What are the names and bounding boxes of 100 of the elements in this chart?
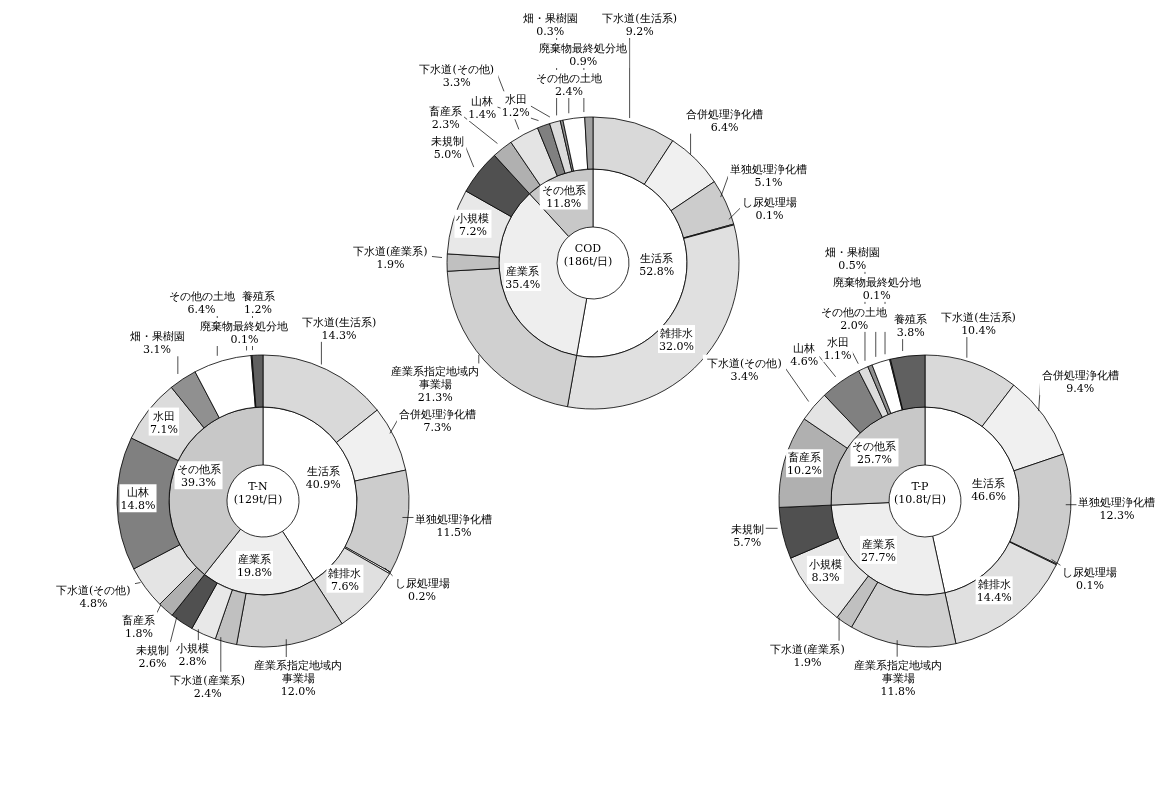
slice-label: 下水道(生活系) — [602, 12, 677, 25]
data-label: 0.1% — [230, 333, 259, 346]
data-label: 19.8% — [237, 565, 273, 579]
slice-label: 廃棄物最終処分地 — [832, 275, 921, 289]
data-label: 7.6% — [330, 579, 359, 593]
data-label: 3.8% — [896, 326, 925, 340]
slice-label: 山林 — [471, 95, 494, 109]
data-label: 25.7% — [857, 453, 892, 467]
data-label: 11.8% — [880, 684, 916, 698]
data-label: 7.1% — [149, 422, 178, 436]
text: COD — [573, 242, 603, 255]
slice-label: 水田 — [152, 409, 175, 423]
data-label: 35.4% — [505, 277, 541, 291]
data-label: 14.4% — [976, 591, 1012, 605]
slice-label: 生活系 — [972, 476, 1006, 490]
slice-label: その他の土地 — [535, 72, 602, 85]
slice-label: 下水道(その他) — [707, 356, 782, 370]
data-label: 0.1% — [755, 209, 784, 223]
slice-label: 山林 — [127, 486, 150, 500]
slice-label: 畑・果樹園 — [824, 245, 880, 259]
slice-label: 養殖系 — [241, 290, 275, 303]
slice-label: 単独処理浄化槽 — [730, 163, 808, 177]
slice-label: その他系 — [852, 440, 897, 454]
data-label: 10.4% — [961, 324, 997, 338]
text: (129t/日) — [232, 493, 284, 506]
slice-label: 産業系 — [238, 552, 272, 566]
data-label: 39.3% — [181, 476, 216, 490]
data-label: 0.5% — [838, 258, 867, 272]
data-label: 3.3% — [442, 76, 471, 90]
slice-label: し尿処理場 — [1062, 565, 1118, 579]
slice-label: 未規制 — [730, 523, 764, 537]
data-label: 12.3% — [1099, 508, 1135, 522]
data-label: 52.8% — [639, 265, 675, 279]
data-label: 9.4% — [1066, 382, 1095, 396]
data-label: 46.6% — [971, 489, 1007, 503]
data-label: 6.4% — [710, 120, 739, 134]
slice-label: 生活系 — [640, 252, 674, 266]
text: (10.8t/日) — [892, 493, 948, 506]
slice-label: 未規制 — [431, 135, 465, 149]
data-label: 1.8% — [124, 626, 153, 640]
data-label: 4.8% — [79, 596, 108, 610]
slice-label: 小規模 — [456, 211, 490, 225]
slice-label: その他系 — [176, 463, 221, 477]
data-label: 1.2% — [244, 303, 273, 316]
data-label: 21.3% — [417, 391, 453, 405]
slice-label: 生活系 — [306, 464, 340, 478]
data-label: 7.2% — [459, 224, 487, 238]
data-label: 0.1% — [1075, 578, 1104, 592]
data-label: 0.3% — [536, 25, 565, 38]
data-label: 2.4% — [554, 85, 583, 98]
slice-label: 養殖系 — [894, 313, 928, 327]
slice-label: 畜産系 — [788, 451, 822, 465]
slice-label: その他系 — [541, 183, 586, 197]
data-label: 4.6% — [790, 354, 819, 368]
slice-label: 雑排水 — [660, 327, 693, 341]
slice-label: 下水道(産業系) — [170, 673, 245, 687]
slice-label: 廃棄物最終処分地 — [200, 320, 289, 333]
data-label: 1.9% — [793, 655, 822, 669]
text: (186t/日) — [562, 255, 614, 268]
slice-label: 廃棄物最終処分地 — [539, 42, 628, 55]
data-label: 0.1% — [862, 288, 891, 302]
text: T-N — [247, 480, 269, 493]
data-label: 0.9% — [569, 55, 598, 68]
slice-label: 下水道(その他) — [56, 583, 131, 597]
slice-label: 畜産系 — [122, 613, 156, 627]
slice-label: 下水道(産業系) — [353, 245, 428, 259]
data-label: 5.0% — [433, 148, 462, 162]
data-label: 10.2% — [787, 464, 823, 478]
slice-label: 水田 — [826, 335, 849, 349]
data-label: 5.1% — [754, 176, 783, 190]
data-label: 1.9% — [376, 258, 405, 272]
text: T-P — [910, 480, 930, 493]
data-label: 2.8% — [178, 655, 207, 669]
slice-label: 産業系指定地域内事業場 — [391, 365, 480, 392]
slice-label: 産業系 — [506, 264, 540, 278]
data-label: 11.5% — [436, 526, 472, 540]
data-label: 7.3% — [423, 421, 452, 435]
slice-label: し尿処理場 — [394, 576, 450, 590]
slice-label: 水田 — [504, 93, 527, 107]
data-label: 1.1% — [823, 348, 852, 362]
data-label: 12.0% — [280, 685, 316, 699]
slice-label: 畑・果樹園 — [129, 330, 185, 344]
data-label: 2.3% — [431, 118, 460, 132]
data-label: 2.4% — [193, 686, 222, 700]
slice-label: 小規模 — [808, 557, 842, 571]
data-label: 3.4% — [730, 369, 759, 383]
slice-label: その他の土地 — [168, 290, 235, 303]
data-label: 1.2% — [501, 106, 530, 120]
slice-label: 下水道(その他) — [419, 63, 495, 77]
slice-label: 小規模 — [175, 642, 209, 656]
slice-label: 産業系指定地域内事業場 — [254, 659, 343, 686]
slice-label: 単独処理浄化槽 — [415, 513, 493, 527]
slice-label: 畜産系 — [429, 105, 463, 119]
slice-label: 単独処理浄化槽 — [1078, 495, 1156, 509]
slice-label: 合併処理浄化槽 — [398, 408, 476, 422]
data-label: 11.8% — [546, 196, 582, 210]
slice-label: 下水道(生活系) — [941, 311, 1016, 325]
slice-label: 雑排水 — [977, 578, 1011, 592]
slice-label: 未規制 — [135, 643, 169, 657]
data-label: 0.2% — [408, 589, 437, 603]
